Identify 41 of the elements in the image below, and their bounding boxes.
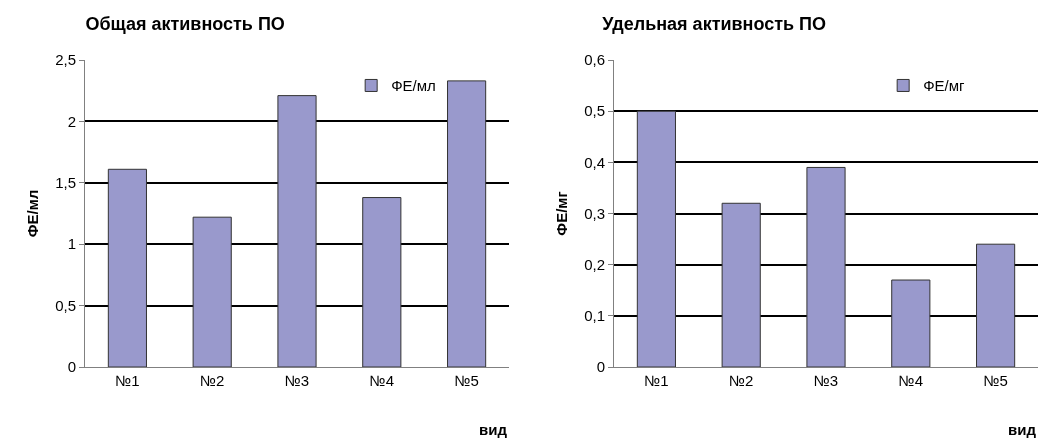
- y-axis-title: ФЕ/мг: [553, 191, 571, 236]
- legend-label: ФЕ/мл: [391, 77, 436, 95]
- y-tick-label: 1: [67, 235, 76, 253]
- y-tick-label: 2,5: [55, 51, 76, 69]
- x-tick-label: №5: [983, 372, 1008, 389]
- y-tick-label: 0,3: [584, 204, 605, 222]
- y-tick-label: 0,4: [584, 153, 605, 171]
- x-tick-label: №5: [454, 372, 479, 389]
- bar: [107, 168, 147, 367]
- bar: [362, 197, 402, 367]
- chart-title: Общая активность ПО: [85, 14, 285, 35]
- bar: [192, 216, 232, 367]
- y-tick-label: 0: [596, 358, 605, 376]
- y-axis-title: ФЕ/мл: [24, 189, 42, 238]
- x-tick-label: №1: [115, 372, 140, 389]
- y-tick-label: 0: [67, 358, 76, 376]
- bar: [447, 80, 487, 367]
- x-tick-label: №4: [898, 372, 924, 389]
- bar: [976, 243, 1016, 367]
- x-tick-label: №4: [369, 372, 395, 389]
- y-tick-label: 0,1: [584, 307, 605, 325]
- y-tick-label: 0,5: [584, 102, 605, 120]
- x-tick-label: №2: [199, 372, 225, 389]
- chart-title: Удельная активность ПО: [602, 14, 827, 35]
- y-tick-label: 0,2: [584, 255, 605, 273]
- y-tick-label: 0,5: [55, 296, 76, 314]
- legend-label: ФЕ/мг: [923, 77, 966, 95]
- x-tick-label: №3: [813, 372, 839, 389]
- x-tick-label: №2: [728, 372, 754, 389]
- x-tick-label: №1: [644, 372, 669, 389]
- x-axis-title: вид: [479, 421, 508, 438]
- x-tick-label: №3: [284, 372, 310, 389]
- bar: [636, 110, 676, 367]
- y-tick-label: 0,6: [584, 51, 605, 69]
- bar: [277, 95, 317, 367]
- y-tick-label: 2: [67, 112, 76, 130]
- bar: [721, 202, 761, 367]
- bar: [891, 279, 931, 367]
- bar: [806, 166, 846, 367]
- x-axis-title: вид: [1008, 421, 1037, 438]
- y-tick-label: 1,5: [55, 174, 76, 192]
